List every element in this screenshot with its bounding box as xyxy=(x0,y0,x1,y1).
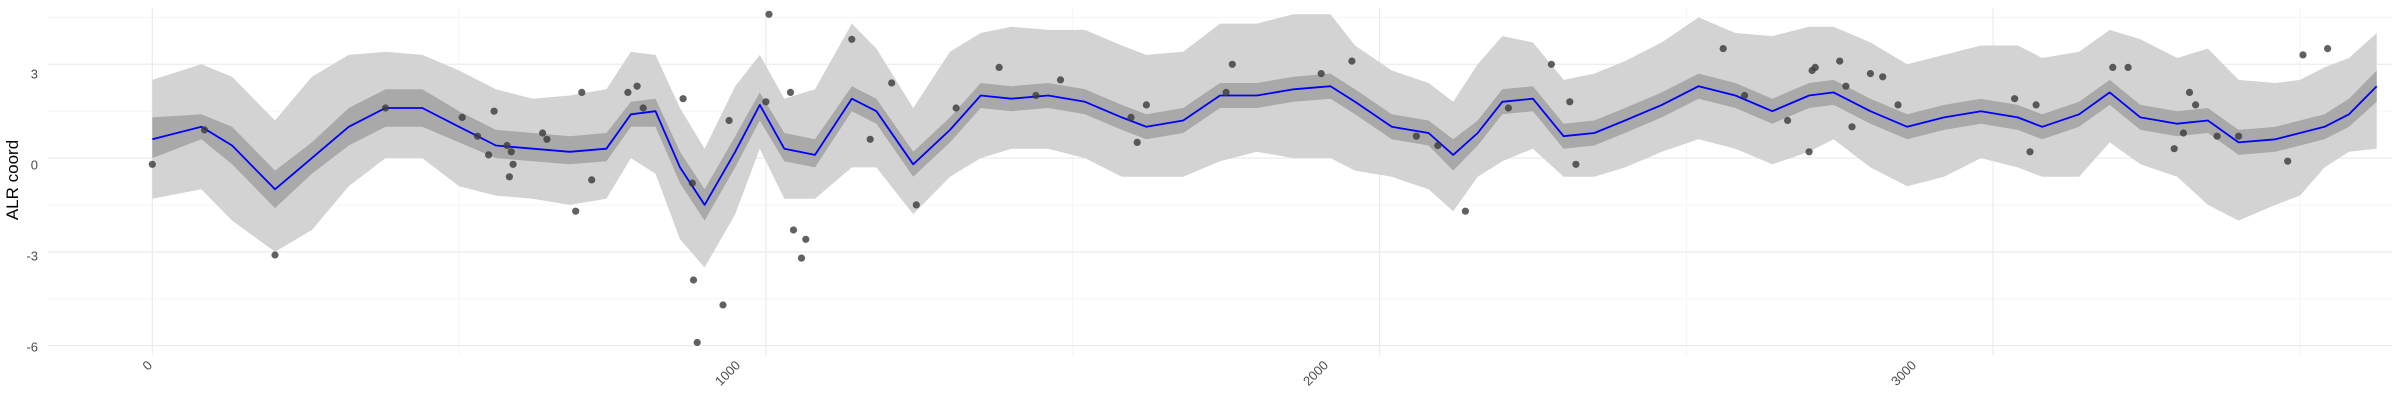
data-point xyxy=(789,226,798,234)
data-point xyxy=(848,35,856,43)
data-point xyxy=(765,10,773,18)
data-point xyxy=(1879,73,1887,81)
data-point xyxy=(1032,91,1040,100)
data-point xyxy=(1412,132,1420,140)
data-point xyxy=(2179,129,2187,137)
data-point xyxy=(1504,104,1512,112)
y-tick-label: -6 xyxy=(26,339,38,354)
data-point xyxy=(888,79,896,87)
data-point xyxy=(2324,45,2332,53)
data-point xyxy=(2284,157,2292,165)
data-point xyxy=(2011,95,2019,103)
observation-points xyxy=(148,10,2332,347)
data-point xyxy=(490,107,498,115)
data-point xyxy=(786,88,795,96)
y-axis-title: ALR coord xyxy=(3,140,22,220)
data-point xyxy=(2026,148,2034,156)
data-point xyxy=(762,98,770,106)
data-point xyxy=(802,235,810,243)
data-point xyxy=(473,132,482,140)
data-point xyxy=(1741,91,1749,100)
band-inner-area xyxy=(152,70,2377,221)
data-point xyxy=(2185,88,2194,96)
data-point xyxy=(2124,63,2132,71)
data-point xyxy=(1805,148,1813,156)
data-point xyxy=(588,176,596,184)
data-point xyxy=(578,88,586,96)
data-point xyxy=(1719,45,1727,53)
data-point xyxy=(271,251,279,259)
data-point xyxy=(1461,207,1469,215)
data-point xyxy=(639,104,647,112)
data-point xyxy=(539,129,547,137)
data-point xyxy=(2192,101,2200,109)
confidence-band-inner xyxy=(152,70,2377,221)
y-tick-label: -3 xyxy=(26,248,38,263)
data-point xyxy=(381,104,390,112)
data-point xyxy=(2235,132,2243,140)
data-point xyxy=(503,141,511,150)
data-point xyxy=(2299,51,2307,59)
data-point xyxy=(719,301,727,309)
data-point xyxy=(1866,70,1874,78)
data-point xyxy=(688,179,696,187)
data-point xyxy=(2109,63,2117,71)
data-point xyxy=(1222,88,1230,96)
data-point xyxy=(2032,101,2040,109)
data-point xyxy=(543,135,551,143)
data-point xyxy=(912,201,920,209)
trend-line xyxy=(152,85,2378,206)
y-tick-label: 3 xyxy=(31,66,38,81)
data-point xyxy=(952,104,960,112)
data-point xyxy=(693,338,701,347)
data-point xyxy=(1348,57,1356,65)
data-point xyxy=(866,135,874,143)
data-point xyxy=(458,113,466,121)
data-point xyxy=(725,116,733,125)
data-point xyxy=(200,126,209,134)
data-point xyxy=(2213,132,2221,140)
data-point xyxy=(689,276,698,284)
data-point xyxy=(624,88,632,96)
data-point xyxy=(1056,76,1065,84)
data-point xyxy=(679,95,687,103)
data-point xyxy=(1842,82,1850,90)
data-point xyxy=(2170,145,2178,153)
data-point xyxy=(1566,98,1574,106)
data-point xyxy=(509,160,517,168)
data-point xyxy=(1127,113,1135,121)
data-point xyxy=(1848,123,1856,131)
data-point xyxy=(1811,63,1819,71)
data-point xyxy=(1784,116,1792,125)
data-point xyxy=(633,82,641,90)
data-point xyxy=(507,148,515,156)
data-point xyxy=(1142,101,1150,109)
data-point xyxy=(1317,70,1325,78)
data-point xyxy=(1434,141,1442,150)
data-point xyxy=(505,173,513,181)
data-point xyxy=(1836,57,1844,65)
data-point xyxy=(1228,60,1236,68)
data-point xyxy=(148,160,156,168)
data-point xyxy=(1547,60,1555,68)
data-point xyxy=(797,254,806,262)
trend-line-path xyxy=(152,85,2378,206)
y-tick-label: 0 xyxy=(31,157,38,172)
data-point xyxy=(1894,101,1902,109)
data-point xyxy=(1133,138,1141,146)
data-point xyxy=(1572,160,1580,168)
data-point xyxy=(485,151,493,159)
data-point xyxy=(995,63,1003,71)
y-axis-ticks: -6 -3 0 3 xyxy=(26,66,38,354)
data-point xyxy=(572,207,580,215)
